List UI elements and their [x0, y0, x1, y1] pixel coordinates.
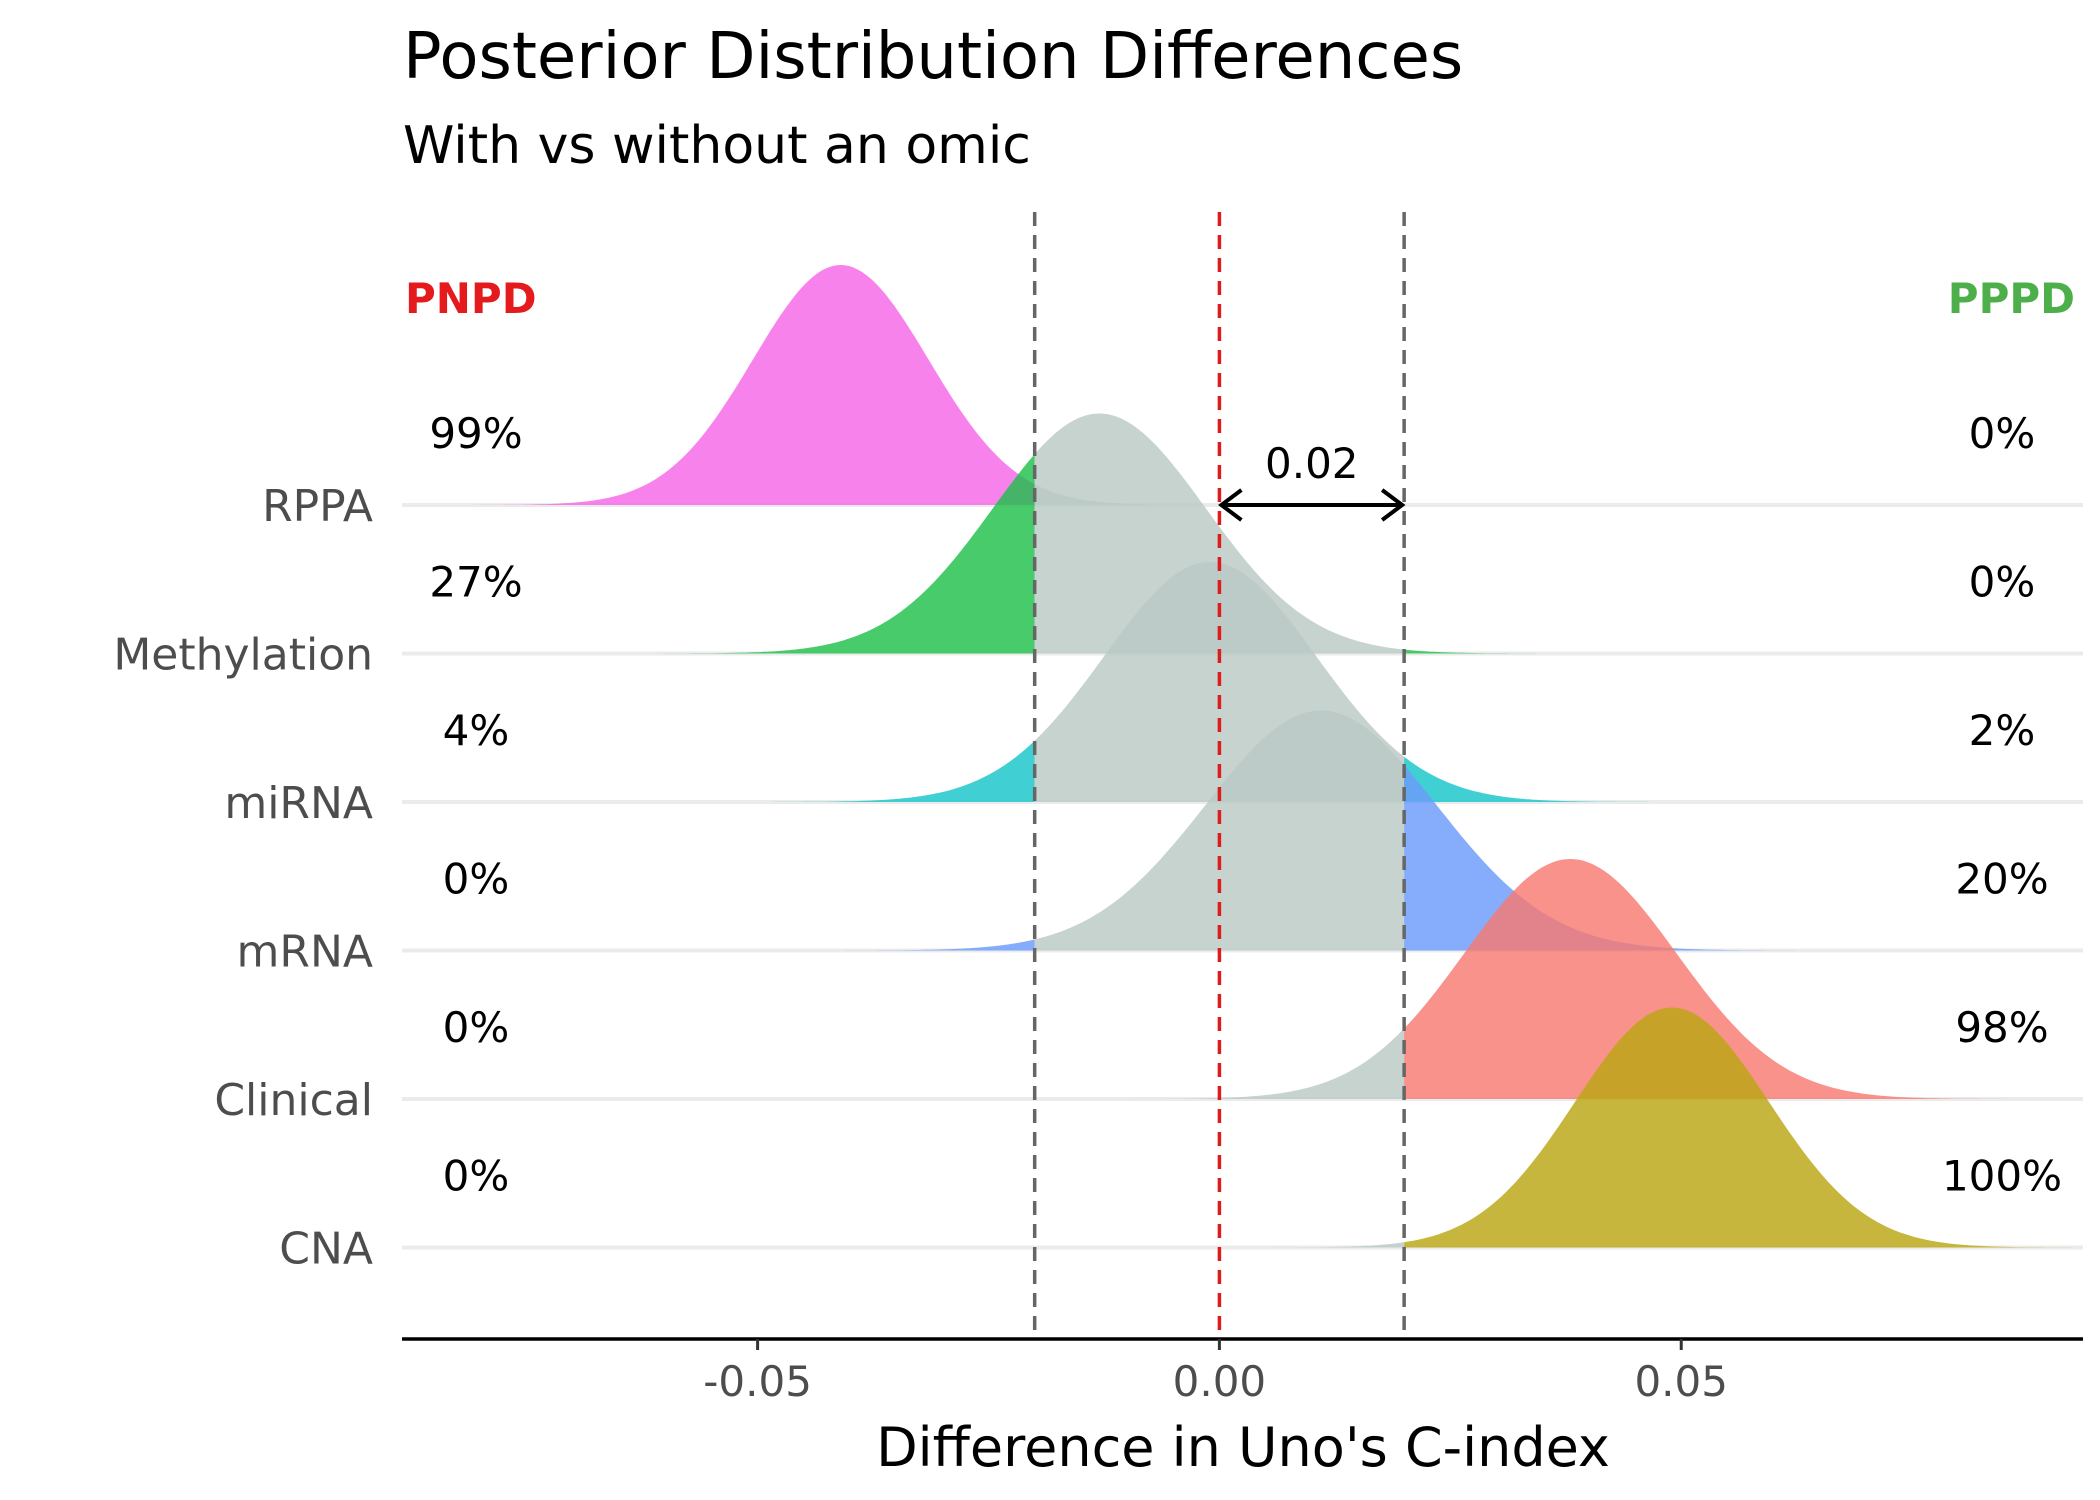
pnpd-header: PNPD [405, 274, 537, 323]
pnpd-value: 27% [429, 558, 522, 607]
ridge-area [1264, 1242, 1405, 1248]
x-tick-label: 0.05 [1634, 1357, 1728, 1406]
pnpd-value: 99% [429, 409, 522, 458]
x-axis-ticks: -0.05 0.00 0.05 [703, 1339, 1728, 1406]
ridge-area [764, 740, 1035, 802]
rope-arrow-right-head [1380, 488, 1406, 522]
pppd-value: 0% [1969, 409, 2036, 458]
y-label: miRNA [224, 778, 373, 829]
percent-labels: 99% 0% 27% 0% 4% 2% 0% 20% 0% 98% 0% 100% [429, 409, 2062, 1201]
ridge-area [653, 454, 1035, 654]
ridge [836, 710, 1806, 951]
ridge [764, 562, 1657, 802]
y-label: RPPA [262, 481, 373, 532]
y-label: Clinical [214, 1075, 373, 1126]
x-tick-label: 0.00 [1173, 1357, 1267, 1406]
ridge-area [1124, 1028, 1405, 1099]
y-label: mRNA [237, 927, 373, 978]
pppd-value: 98% [1955, 1003, 2048, 1052]
pnpd-value: 0% [443, 1003, 510, 1052]
rope-arrow-left-head [1218, 488, 1243, 522]
chart-subtitle: With vs without an omic [403, 116, 1031, 176]
pppd-header: PPPD [1948, 274, 2075, 323]
ridge-area [1034, 413, 1405, 654]
ridge [1124, 859, 2017, 1099]
rope-width-label: 0.02 [1265, 439, 1359, 488]
pppd-value: 20% [1955, 855, 2048, 904]
ridges [472, 265, 2080, 1248]
pppd-value: 100% [1942, 1152, 2062, 1201]
rope-width-annotation: 0.02 [1218, 439, 1406, 522]
ridge [653, 413, 1546, 654]
ridge [1264, 1007, 2080, 1248]
y-label: Methylation [113, 630, 373, 681]
ridge-area [1404, 756, 1657, 802]
y-label: CNA [279, 1224, 373, 1275]
ridge-area [472, 265, 1035, 505]
pnpd-value: 0% [443, 1152, 510, 1201]
ridge-area [1034, 710, 1405, 951]
reference-lines [1032, 212, 1406, 1339]
ridge-area [1404, 859, 2017, 1099]
chart-title: Posterior Distribution Differences [403, 20, 1463, 94]
ridge-area [1404, 649, 1546, 654]
y-axis-labels: RPPA Methylation miRNA mRNA Clinical CNA [113, 481, 373, 1275]
ridge-area [836, 939, 1035, 951]
pppd-value: 2% [1969, 706, 2036, 755]
pppd-value: 0% [1969, 558, 2036, 607]
ridge-area [1404, 1007, 2080, 1248]
x-axis-label: Difference in Uno's C-index [876, 1416, 1610, 1479]
pnpd-value: 0% [443, 855, 510, 904]
pnpd-value: 4% [443, 706, 510, 755]
x-tick-label: -0.05 [703, 1357, 812, 1406]
